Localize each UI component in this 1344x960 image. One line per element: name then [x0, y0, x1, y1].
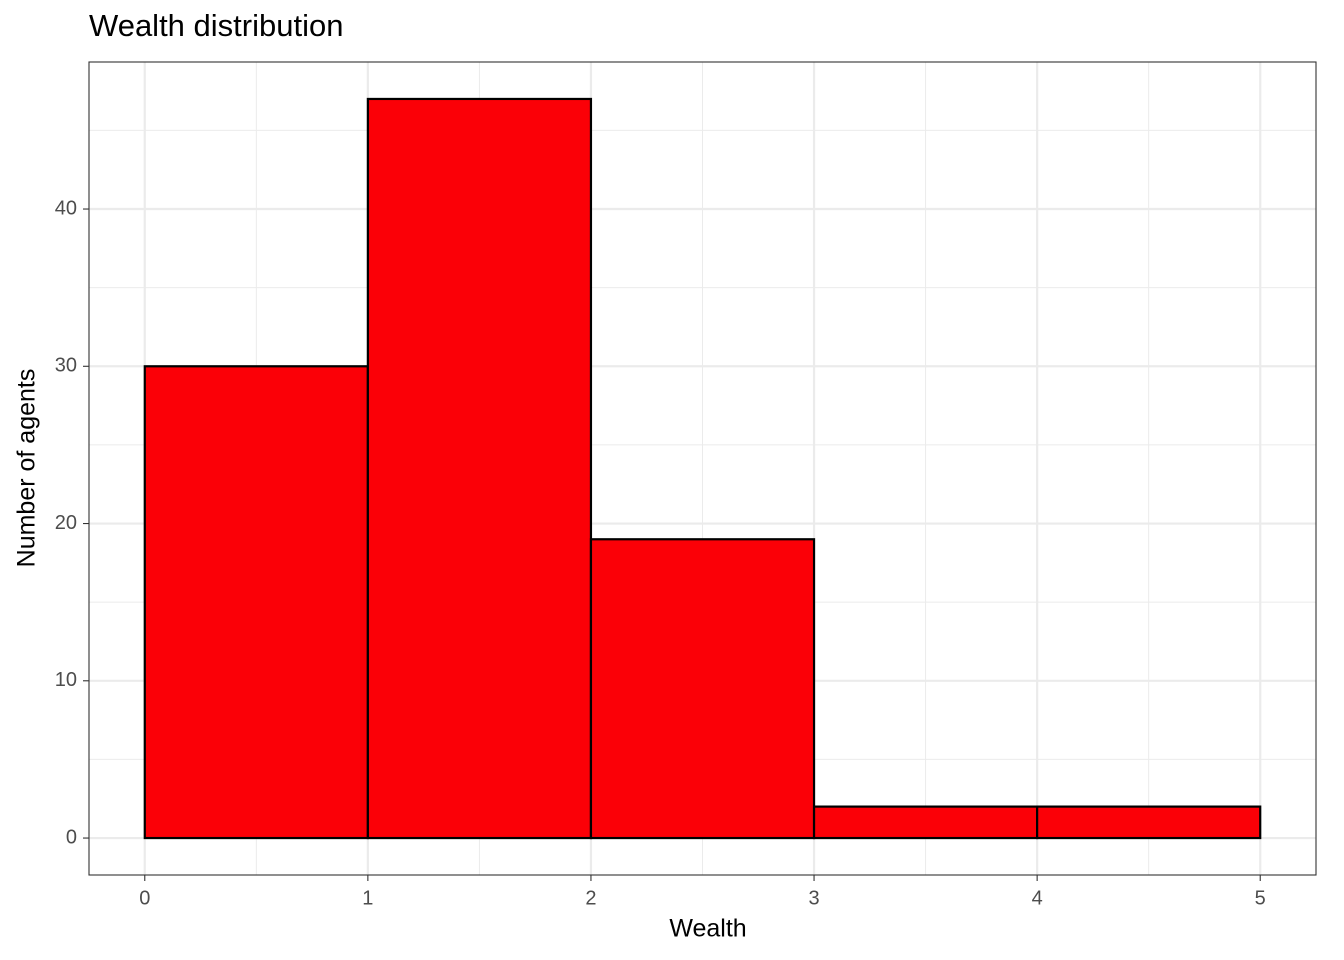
y-tick-label: 40 — [55, 197, 77, 219]
y-axis-title: Number of agents — [13, 369, 41, 568]
plot-border — [88, 61, 1317, 876]
chart-title: Wealth distribution — [89, 8, 343, 43]
bar — [143, 365, 369, 840]
x-tick-label: 5 — [1255, 887, 1266, 909]
x-tick-label: 3 — [808, 887, 819, 909]
bar — [1036, 805, 1262, 840]
y-tick-label: 0 — [66, 826, 77, 848]
x-tick-label: 1 — [362, 887, 373, 909]
x-tick-label: 4 — [1032, 887, 1043, 909]
x-tick-label: 2 — [585, 887, 596, 909]
y-tick-label: 30 — [55, 355, 77, 377]
x-tick-label: 0 — [139, 887, 150, 909]
y-tick-label: 20 — [55, 512, 77, 534]
bar — [589, 538, 816, 840]
bar — [366, 97, 593, 840]
y-tick-label: 10 — [55, 669, 77, 691]
x-axis-title: Wealth — [669, 915, 746, 943]
bar — [812, 805, 1039, 840]
